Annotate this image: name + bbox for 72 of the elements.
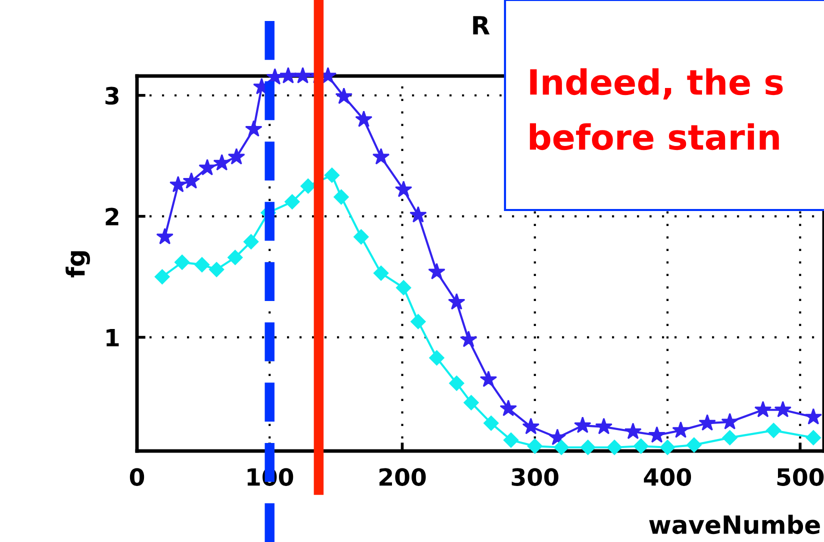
point bbox=[169, 176, 187, 192]
point bbox=[228, 250, 243, 266]
point bbox=[182, 172, 200, 189]
point bbox=[624, 422, 642, 440]
point bbox=[280, 66, 297, 84]
x-tick-label: 400 bbox=[644, 468, 692, 486]
point bbox=[660, 440, 676, 455]
point bbox=[574, 416, 592, 434]
point bbox=[334, 189, 349, 205]
point bbox=[209, 262, 224, 278]
point bbox=[804, 408, 822, 425]
point bbox=[648, 426, 666, 443]
y-tick-label: 2 bbox=[106, 208, 118, 226]
point bbox=[449, 376, 464, 391]
annotation: before starin bbox=[530, 123, 779, 150]
point bbox=[633, 438, 649, 454]
point bbox=[595, 418, 612, 434]
y-tick-label: 3 bbox=[105, 86, 118, 105]
point bbox=[396, 280, 412, 296]
point bbox=[355, 110, 372, 127]
point bbox=[372, 148, 390, 164]
point bbox=[294, 66, 312, 84]
point bbox=[774, 400, 792, 418]
y-axis-title: fg bbox=[66, 251, 90, 278]
point bbox=[554, 440, 569, 455]
x-tick-label: 500 bbox=[777, 468, 824, 486]
point bbox=[174, 254, 190, 270]
point bbox=[698, 414, 716, 431]
point bbox=[527, 438, 542, 454]
point bbox=[686, 437, 702, 453]
point bbox=[354, 229, 369, 244]
point bbox=[766, 422, 782, 438]
point bbox=[245, 120, 262, 137]
x-axis-title: waveNumbe bbox=[649, 514, 820, 534]
point bbox=[410, 314, 426, 330]
point bbox=[198, 158, 216, 176]
point bbox=[460, 330, 478, 348]
point bbox=[606, 440, 622, 455]
x-tick-label: 200 bbox=[379, 468, 426, 486]
point bbox=[522, 418, 540, 434]
point bbox=[480, 370, 498, 388]
point bbox=[484, 416, 499, 431]
chart-title: R bbox=[473, 16, 490, 34]
point bbox=[722, 430, 738, 446]
point bbox=[503, 432, 519, 448]
point bbox=[410, 206, 427, 223]
point bbox=[806, 430, 821, 446]
point bbox=[284, 194, 300, 210]
point bbox=[721, 412, 738, 430]
point bbox=[500, 400, 517, 416]
point bbox=[448, 293, 466, 310]
point bbox=[228, 148, 246, 164]
point bbox=[373, 266, 389, 281]
point bbox=[672, 421, 690, 438]
point bbox=[243, 234, 259, 250]
point bbox=[194, 257, 210, 272]
point bbox=[300, 178, 316, 194]
point bbox=[754, 400, 772, 418]
point bbox=[580, 440, 596, 455]
annotation: Indeed, the s bbox=[530, 68, 783, 100]
point bbox=[213, 154, 230, 171]
point bbox=[428, 262, 446, 280]
point bbox=[156, 228, 174, 244]
y-tick-label: 1 bbox=[106, 329, 119, 346]
point bbox=[154, 269, 170, 284]
point bbox=[394, 180, 412, 198]
x-tick-label: 300 bbox=[512, 468, 558, 486]
point bbox=[324, 168, 340, 183]
point bbox=[464, 395, 479, 410]
point bbox=[335, 88, 353, 104]
point bbox=[429, 350, 444, 366]
x-tick-label: 0 bbox=[130, 468, 144, 486]
